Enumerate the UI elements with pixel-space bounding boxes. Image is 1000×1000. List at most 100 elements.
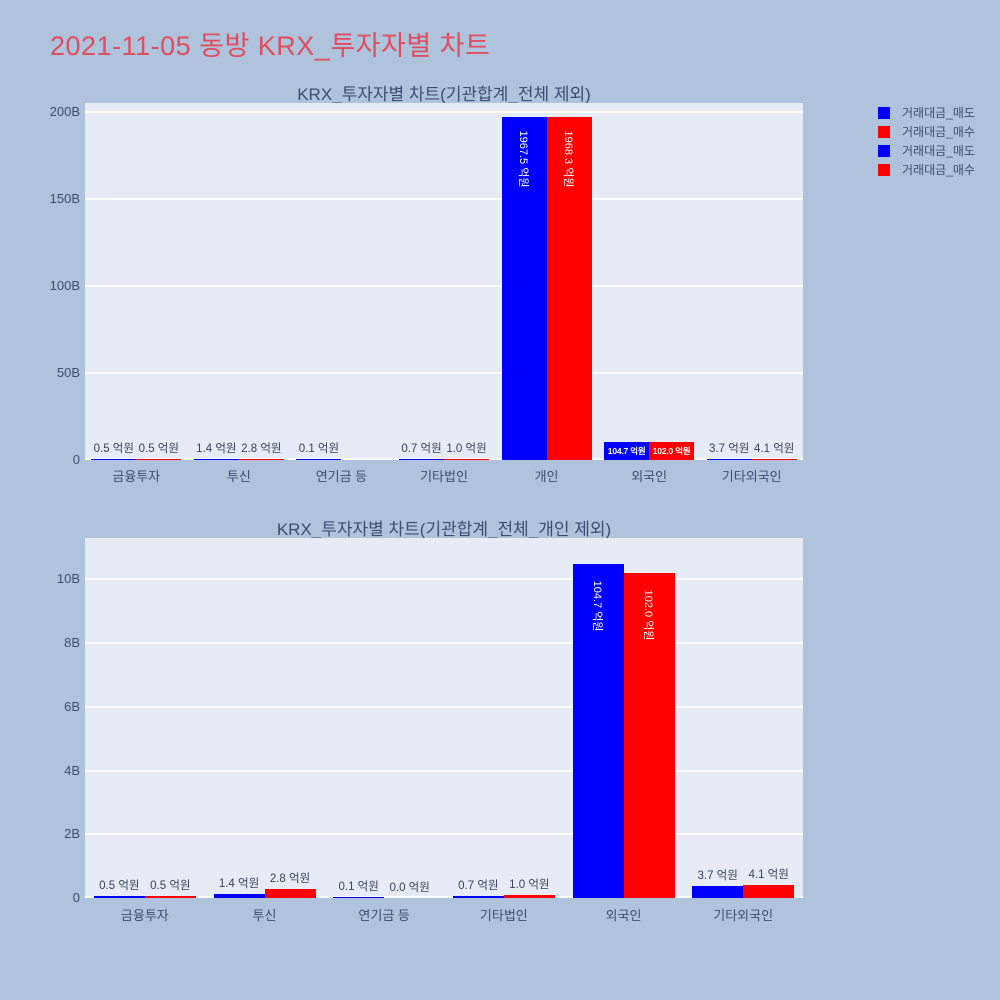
chart2-bar-buy-5	[743, 884, 795, 898]
bar-value-label: 0.0 억원	[389, 882, 430, 894]
y-tick-label: 2B	[64, 826, 80, 842]
bar-value-label: 1.0 억원	[446, 443, 487, 455]
x-tick-label: 연기금 등	[358, 908, 410, 923]
chart2-bar-sell-4: 104.7 억원	[572, 564, 624, 898]
chart1-bar-buy-3	[444, 459, 489, 460]
bar-value-label: 0.5 억원	[93, 443, 134, 455]
y-tick-label: 10B	[56, 571, 80, 587]
chart2-bar-sell-3	[452, 895, 504, 898]
bar-value-label: 102.0 억원	[652, 446, 691, 457]
legend-item-3[interactable]: 거래대금_매수	[862, 160, 975, 179]
page-title: 2021-11-05 동방 KRX_투자자별 차트	[50, 31, 491, 61]
bar-value-label: 104.7 억원	[607, 445, 646, 456]
bar-value-label: 2.8 억원	[241, 443, 282, 455]
bar-value-label: 104.7 억원	[591, 581, 603, 632]
legend-swatch-icon	[878, 163, 890, 176]
chart1-bar-sell-2	[296, 459, 342, 460]
gridline	[85, 371, 803, 374]
chart1-bar-sell-0	[91, 459, 137, 460]
x-tick-label: 투신	[252, 908, 277, 923]
bar-value-label: 3.7 억원	[697, 870, 738, 883]
legend: 거래대금_매도 거래대금_매수 거래대금_매도 거래대금_매수	[862, 103, 975, 179]
legend-swatch-icon	[878, 106, 890, 119]
chart1-bar-sell-1	[193, 459, 239, 460]
chart-2-plot-area: 0.5 억원 0.5 억원 1.4 억원 2.8 억원 0.1 억원 0.0 억원 0.7 …	[85, 538, 803, 898]
x-tick-label: 외국인	[605, 908, 642, 923]
chart1-bar-sell-3	[399, 459, 444, 460]
legend-item-label: 거래대금_매도	[902, 144, 975, 158]
gridline	[85, 705, 803, 708]
bar-value-label: 0.1 억원	[298, 443, 340, 455]
bar-value-label: 1.0 억원	[509, 878, 550, 891]
bar-value-label: 0.7 억원	[458, 879, 499, 892]
bar-value-label: 3.7 억원	[709, 443, 750, 455]
gridline	[85, 642, 803, 645]
x-tick-label: 외국인	[631, 469, 668, 484]
chart-1-title: KRX_투자자별 차트(기관합계_전체 제외)	[297, 85, 591, 104]
chart1-bar-sell-6	[706, 459, 752, 460]
chart1-bar-buy-4: 1968.3 억원	[546, 117, 592, 460]
legend-item-0[interactable]: 거래대금_매도	[862, 103, 975, 122]
gridline	[85, 110, 803, 113]
bar-value-label: 1.4 억원	[218, 877, 260, 890]
legend-swatch-icon	[878, 125, 890, 138]
chart-2-title: KRX_투자자별 차트(기관합계_전체_개인 제외)	[276, 520, 612, 539]
x-tick-label: 금융투자	[120, 908, 169, 923]
chart-1: KRX_투자자별 차트(기관합계_전체 제외) 0.5 억원 0.5 억원 1.4 …	[0, 80, 1000, 492]
x-tick-label: 기타외국인	[713, 908, 774, 923]
bar-value-label: 4.1 억원	[754, 443, 795, 455]
bar-value-label: 0.5 억원	[138, 443, 179, 455]
y-tick-label: 8B	[64, 635, 80, 651]
bar-value-label: 4.1 억원	[748, 868, 789, 881]
chart2-bar-sell-0	[93, 896, 145, 898]
legend-item-label: 거래대금_매수	[902, 125, 975, 139]
x-tick-label: 투신	[226, 469, 251, 484]
bar-value-label: 1968.3 억원	[562, 130, 575, 188]
chart-1-plot-area: 0.5 억원 0.5 억원 1.4 억원 2.8 억원 0.1 억원 0.7 억원 1.0 …	[85, 103, 803, 460]
y-tick-label: 100B	[49, 277, 80, 293]
bar-value-label: 0.5 억원	[99, 880, 140, 893]
gridline	[85, 833, 803, 836]
x-tick-label: 기타법인	[479, 908, 528, 923]
chart1-bar-buy-1	[238, 459, 284, 460]
y-tick-label: 150B	[49, 190, 80, 206]
x-tick-label: 기타법인	[420, 469, 468, 484]
gridline	[85, 197, 803, 200]
x-tick-label: 개인	[534, 469, 559, 484]
bar-value-label: 0.1 억원	[338, 881, 379, 893]
legend-item-1[interactable]: 거래대금_매수	[862, 122, 975, 141]
y-tick-label: 200B	[49, 103, 80, 119]
legend-swatch-icon	[878, 144, 890, 157]
x-tick-label: 기타외국인	[721, 469, 782, 484]
legend-item-label: 거래대금_매수	[902, 163, 975, 177]
y-tick-label: 4B	[64, 762, 80, 778]
chart2-bar-buy-3	[503, 894, 555, 898]
chart1-bar-buy-6	[751, 459, 797, 460]
chart1-bar-buy-0	[136, 459, 182, 460]
y-tick-label: 0	[72, 452, 80, 467]
gridline	[85, 769, 803, 772]
bar-value-label: 2.8 억원	[269, 873, 311, 886]
x-tick-label: 연기금 등	[315, 469, 368, 484]
y-tick-label: 50B	[56, 364, 80, 380]
chart2-bar-sell-1	[213, 893, 265, 898]
y-tick-label: 0	[72, 890, 80, 905]
chart1-bar-buy-5: 102.0 억원	[649, 442, 695, 460]
chart2-bar-buy-0	[144, 896, 196, 898]
bar-value-label: 1.4 억원	[196, 443, 237, 455]
legend-item-label: 거래대금_매도	[902, 106, 975, 120]
x-axis-line	[85, 896, 803, 898]
chart2-bar-sell-5	[692, 886, 744, 898]
chart-2: KRX_투자자별 차트(기관합계_전체_개인 제외) 0.5 억원 0.5 억원 1…	[0, 515, 1000, 927]
chart1-bar-sell-4: 1967.5 억원	[501, 117, 547, 460]
x-tick-label: 금융투자	[112, 469, 161, 484]
bar-value-label: 0.5 억원	[150, 880, 191, 893]
bar-value-label: 102.0 억원	[642, 589, 654, 641]
y-tick-label: 6B	[64, 698, 80, 714]
bar-value-label: 1967.5 억원	[517, 130, 530, 188]
legend-item-2[interactable]: 거래대금_매도	[862, 141, 975, 160]
bar-value-label: 0.7 억원	[401, 443, 442, 455]
gridline	[85, 284, 803, 287]
gridline	[85, 578, 803, 581]
chart2-bar-buy-4: 102.0 억원	[623, 573, 675, 898]
